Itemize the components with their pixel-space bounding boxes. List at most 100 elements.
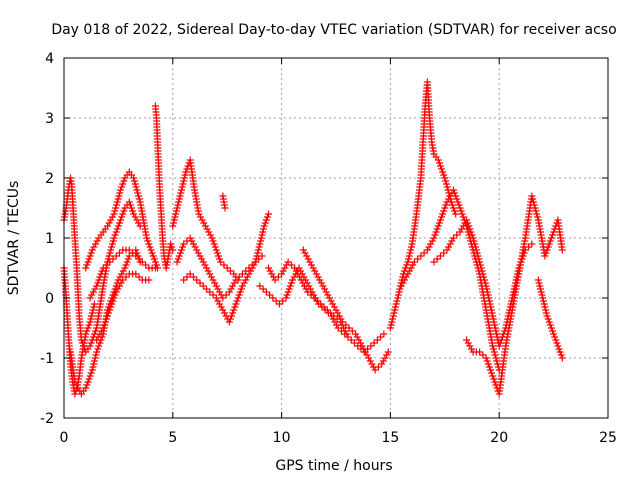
data-point [304,255,312,263]
data-point [119,210,127,218]
data-point [216,288,224,296]
data-point [84,324,92,332]
data-point [305,282,313,290]
data-point [248,264,256,272]
data-point [334,324,342,332]
data-point [407,264,415,272]
data-point [425,243,433,251]
data-point [469,234,477,242]
data-point [100,321,108,329]
data-point [301,249,309,257]
data-point [439,168,447,176]
data-point [212,294,220,302]
data-point [491,351,499,359]
data-point [117,186,125,194]
data-point [476,258,484,266]
data-point [407,243,415,251]
data-point [258,231,266,239]
data-point [115,249,123,257]
data-point [445,195,453,203]
data-point [132,183,140,191]
data-point [254,246,262,254]
data-point [265,210,273,218]
data-point [358,342,366,350]
data-point [361,348,369,356]
data-point [440,171,448,179]
data-point [135,273,143,281]
data-point [528,240,536,248]
data-point [485,294,493,302]
data-point [183,273,191,281]
data-point [236,288,244,296]
data-point [284,288,292,296]
data-point [496,339,504,347]
data-point [311,294,319,302]
data-point [335,312,343,320]
x-tick-label: 10 [273,430,291,446]
data-point [240,279,248,287]
data-point [285,285,293,293]
data-point [286,282,294,290]
data-point [238,282,246,290]
data-point [490,318,498,326]
data-point [85,375,93,383]
data-point [440,207,448,215]
data-point [493,357,501,365]
data-point [366,357,374,365]
data-point [167,240,175,248]
data-point [490,348,498,356]
data-point [235,291,243,299]
data-point [221,204,229,212]
data-point [541,252,549,260]
data-point [123,258,131,266]
data-point [436,216,444,224]
data-point [405,252,413,260]
data-point [116,189,124,197]
data-point [115,192,123,200]
data-point [458,225,466,233]
data-point [261,219,269,227]
data-point [348,327,356,335]
data-point [318,303,326,311]
data-point [468,231,476,239]
data-point [93,336,101,344]
data-point [97,270,105,278]
data-point [532,207,540,215]
data-point [200,219,208,227]
data-point [533,210,541,218]
data-point [134,189,142,197]
data-point [242,276,250,284]
data-point [120,177,128,185]
data-point [546,237,554,245]
data-point [484,360,492,368]
data-point [303,279,311,287]
data-point [283,291,291,299]
data-point [552,336,560,344]
data-point [110,294,118,302]
data-point [118,183,126,191]
data-point [85,321,93,329]
data-point [442,180,450,188]
y-tick-label: 3 [45,111,54,127]
data-point [99,264,107,272]
data-point [179,243,187,251]
data-point [189,240,197,248]
data-point [142,261,150,269]
data-point [495,342,503,350]
data-point [111,291,119,299]
x-tick-label: 20 [490,430,508,446]
data-point [409,261,417,269]
data-point [275,300,283,308]
data-point [321,306,329,314]
data-point [308,288,316,296]
data-point [94,345,102,353]
data-point [539,297,547,305]
data-point [486,366,494,374]
data-point [445,243,453,251]
data-point [324,291,332,299]
data-point [395,288,403,296]
data-point [146,243,154,251]
data-point [476,261,484,269]
data-point [93,237,101,245]
data-point [368,360,376,368]
